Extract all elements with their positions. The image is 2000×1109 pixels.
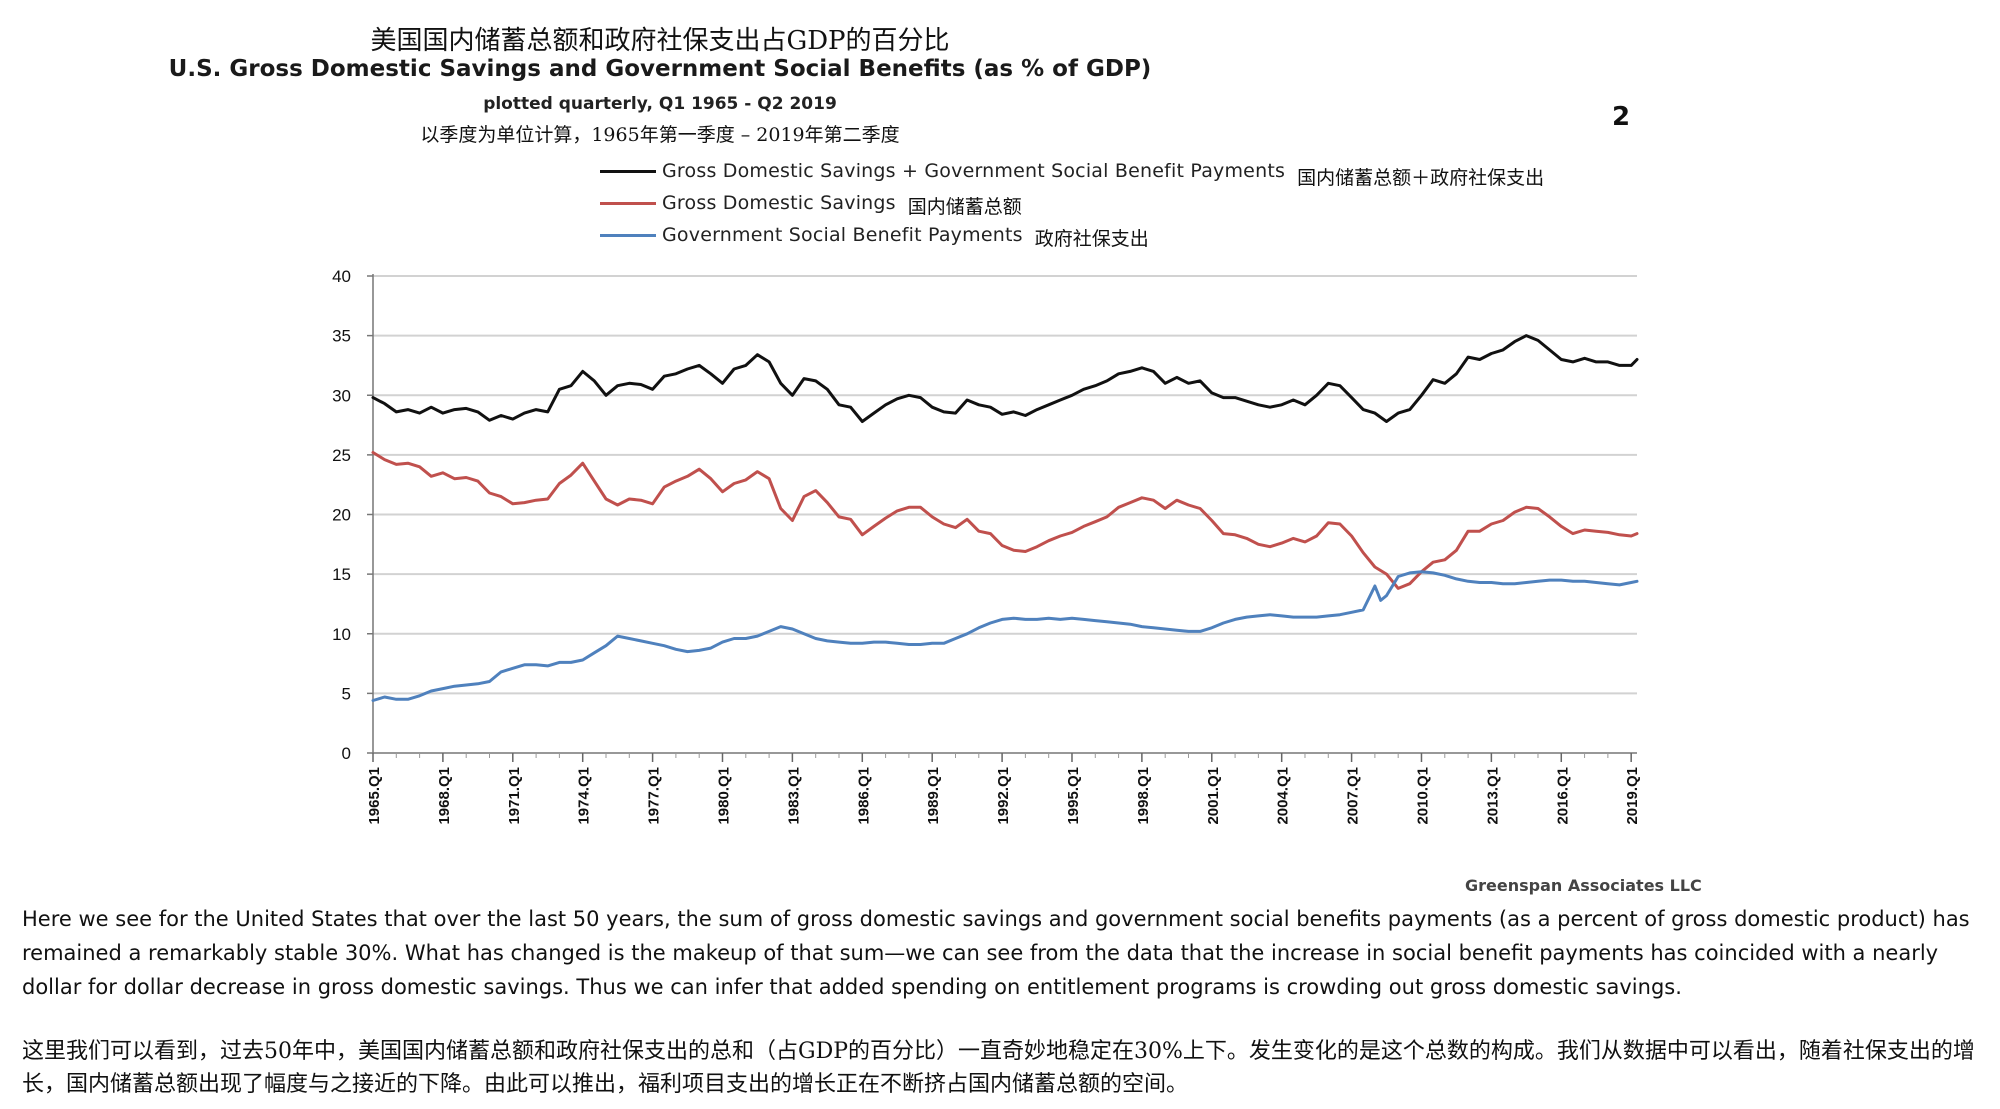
series-benefits-line — [371, 570, 1639, 702]
y-tick-label: 15 — [332, 565, 351, 584]
page-number: 2 — [1612, 102, 1631, 132]
x-tick-label: 2016.Q1 — [1554, 767, 1571, 825]
legend-label-total-en: Gross Domestic Savings + Government Soci… — [662, 160, 1286, 182]
legend-item-savings: Gross Domestic Savings 国内储蓄总额 — [600, 189, 1022, 218]
paragraph-cn: 这里我们可以看到，过去50年中，美国国内储蓄总额和政府社保支出的总和（占GDP的… — [22, 1039, 1975, 1097]
chart-title-cn: 美国国内储蓄总额和政府社保支出占GDP的百分比 — [370, 26, 950, 56]
chart-title-en: U.S. Gross Domestic Savings and Governme… — [168, 56, 1152, 82]
legend-item-total: Gross Domestic Savings + Government Soci… — [600, 157, 1544, 189]
tick-labels: 0 5 10 15 20 25 30 35 40 1965.Q1 1968.Q1 1971.Q1 197… — [332, 267, 1641, 825]
x-tick-label: 1986.Q1 — [855, 767, 872, 825]
x-tick-label: 1983.Q1 — [785, 767, 802, 825]
y-tick-label: 30 — [332, 386, 351, 405]
legend-label-total-cn: 国内储蓄总额＋政府社保支出 — [1297, 166, 1545, 189]
x-tick-label: 2013.Q1 — [1484, 767, 1501, 825]
x-tick-label: 1968.Q1 — [436, 767, 453, 825]
legend-item-benefits: Government Social Benefit Payments 政府社保支… — [600, 221, 1149, 250]
x-tick-label: 1980.Q1 — [715, 767, 732, 825]
y-tick-label: 5 — [342, 684, 351, 703]
x-tick-label: 1965.Q1 — [366, 767, 383, 825]
source-credit: Greenspan Associates LLC — [1465, 876, 1702, 895]
x-tick-label: 2010.Q1 — [1414, 767, 1431, 825]
legend-label-savings-en: Gross Domestic Savings — [662, 192, 896, 214]
legend-swatch-savings — [600, 201, 656, 205]
series-savings-line — [371, 451, 1639, 590]
axes — [367, 274, 1637, 762]
x-tick-label: 2001.Q1 — [1205, 767, 1222, 825]
legend-label-savings-cn: 国内储蓄总额 — [907, 195, 1022, 218]
gridlines — [373, 275, 1637, 695]
paragraph-en: Here we see for the United States that o… — [22, 907, 1970, 999]
series-total-line — [371, 334, 1639, 423]
x-tick-label: 1992.Q1 — [995, 767, 1012, 825]
x-tick-label: 2007.Q1 — [1345, 767, 1362, 825]
legend-swatch-total — [600, 169, 656, 173]
x-tick-label: 1989.Q1 — [925, 767, 942, 825]
x-tick-label: 1977.Q1 — [646, 767, 663, 825]
y-tick-label: 10 — [332, 625, 351, 644]
y-tick-label: 0 — [342, 744, 351, 763]
x-tick-label: 1998.Q1 — [1135, 767, 1152, 825]
chart-subtitle-en: plotted quarterly, Q1 1965 - Q2 2019 — [483, 94, 837, 114]
x-tick-label: 2004.Q1 — [1275, 767, 1292, 825]
x-tick-label: 1995.Q1 — [1065, 767, 1082, 825]
series-lines — [371, 334, 1639, 702]
legend-label-benefits-en: Government Social Benefit Payments — [662, 224, 1023, 246]
y-tick-label: 40 — [332, 267, 351, 286]
chart-subtitle-cn: 以季度为单位计算，1965年第一季度 – 2019年第二季度 — [420, 124, 900, 146]
y-tick-label: 35 — [332, 327, 351, 346]
x-tick-label: 1974.Q1 — [576, 767, 593, 825]
y-tick-label: 25 — [332, 446, 351, 465]
y-tick-label: 20 — [332, 506, 351, 525]
line-chart: 0 5 10 15 20 25 30 35 40 1965.Q1 1968.Q1 1971.Q1 197… — [332, 267, 1641, 825]
legend-label-benefits-cn: 政府社保支出 — [1034, 227, 1149, 250]
legend-swatch-benefits — [600, 233, 656, 237]
x-tick-label: 2019.Q1 — [1624, 767, 1641, 825]
x-tick-label: 1971.Q1 — [506, 767, 523, 825]
